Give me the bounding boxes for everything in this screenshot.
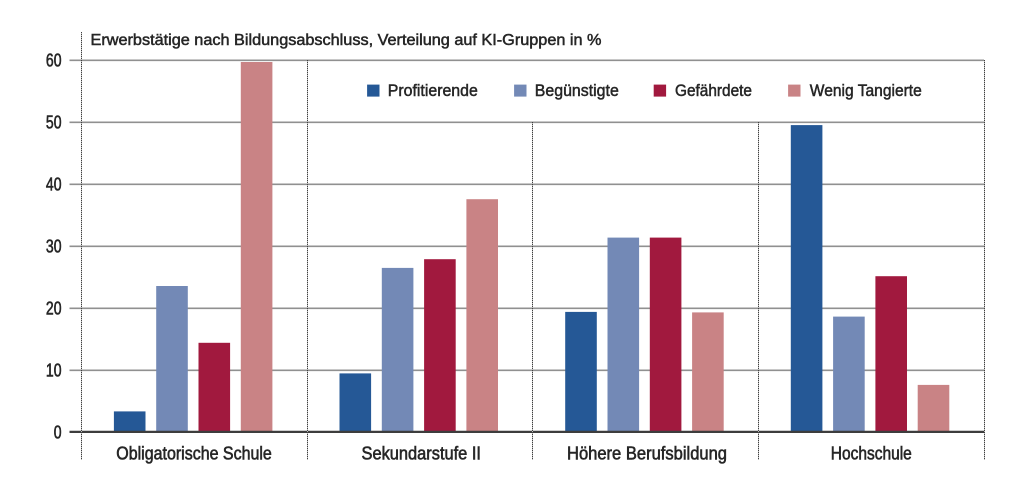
svg-text:50: 50 [46,113,62,133]
svg-text:Erwerbstätige nach Bildungsabs: Erwerbstätige nach Bildungsabschluss, Ve… [91,32,602,49]
svg-text:Sekundarstufe II: Sekundarstufe II [362,444,482,464]
svg-text:0: 0 [54,423,62,443]
svg-text:20: 20 [46,299,62,319]
svg-text:Gefährdete: Gefährdete [675,82,752,100]
svg-text:30: 30 [46,237,62,257]
svg-text:60: 60 [46,51,62,71]
svg-text:Höhere Berufsbildung: Höhere Berufsbildung [567,444,727,464]
svg-text:Hochschule: Hochschule [831,444,912,464]
svg-text:Begünstigte: Begünstigte [535,82,619,100]
svg-text:40: 40 [46,175,62,195]
svg-text:10: 10 [46,361,62,381]
svg-text:Obligatorische Schule: Obligatorische Schule [116,444,271,464]
svg-text:Profitierende: Profitierende [388,82,478,100]
svg-text:Wenig Tangierte: Wenig Tangierte [810,82,922,100]
